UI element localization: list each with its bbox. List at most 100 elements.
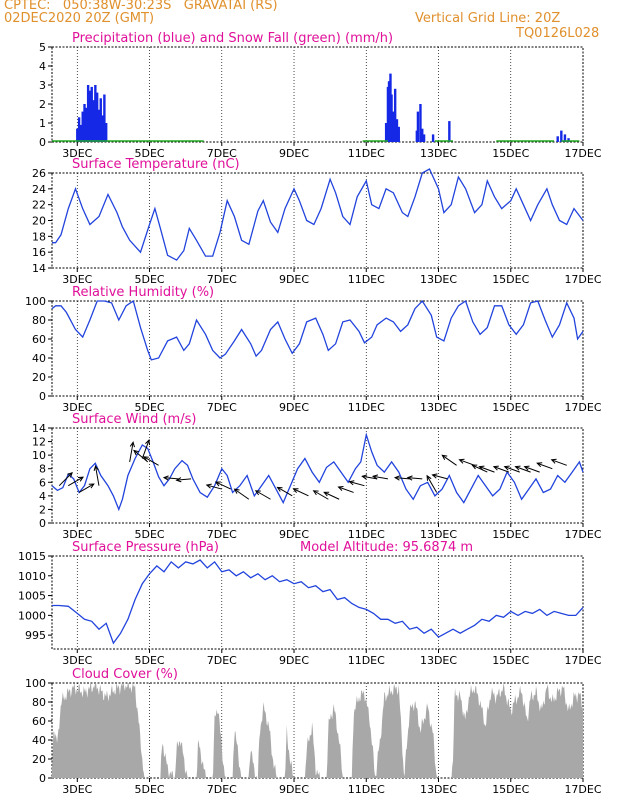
wind-arrow-head bbox=[471, 464, 478, 470]
y-tick-label: 6 bbox=[39, 476, 46, 489]
y-tick-label: 8 bbox=[39, 463, 46, 476]
precip-bar bbox=[560, 130, 563, 142]
y-tick-label: 100 bbox=[25, 295, 46, 308]
cloud-cover-area bbox=[52, 683, 583, 778]
y-tick-label: 1015 bbox=[18, 550, 46, 563]
y-tick-label: 100 bbox=[25, 677, 46, 690]
y-tick-label: 3 bbox=[39, 79, 46, 92]
wind-arrow-shaft bbox=[206, 484, 222, 490]
wind-arrow bbox=[503, 465, 520, 473]
wind-arrow-head bbox=[129, 441, 135, 448]
wind-arrow-head bbox=[88, 483, 95, 489]
x-tick-label: 3DEC bbox=[62, 401, 92, 414]
wind-arrow-head bbox=[254, 490, 261, 496]
wind-arrow-head bbox=[492, 465, 499, 471]
wind-arrow bbox=[393, 475, 410, 481]
x-tick-label: 11DEC bbox=[348, 654, 385, 667]
wind-arrow-shaft bbox=[68, 476, 84, 487]
wind-arrow-head bbox=[337, 486, 344, 491]
wind-arrow-shaft bbox=[407, 477, 423, 480]
wind-arrow bbox=[58, 471, 73, 487]
wind-arrow-head bbox=[145, 439, 150, 446]
precip-bar bbox=[387, 81, 391, 142]
y-tick-label: 18 bbox=[32, 230, 46, 243]
y-tick-label: 40 bbox=[32, 352, 46, 365]
y-tick-label: 0 bbox=[39, 136, 46, 149]
wind-arrow bbox=[276, 486, 293, 497]
x-tick-label: 7DEC bbox=[207, 273, 237, 286]
wind-arrow bbox=[361, 474, 378, 480]
wind-arrow-head bbox=[478, 465, 485, 471]
precip-bar bbox=[422, 134, 426, 142]
wind-arrow-head bbox=[77, 476, 84, 482]
pressure-series-line bbox=[52, 559, 584, 645]
wind-arrow-shaft bbox=[58, 472, 73, 487]
wind-arrow-head bbox=[550, 458, 557, 464]
precip-bar bbox=[392, 111, 395, 142]
y-tick-label: 0 bbox=[39, 772, 46, 785]
y-tick-label: 80 bbox=[32, 696, 46, 709]
y-tick-label: 60 bbox=[32, 715, 46, 728]
wind-arrow-shaft bbox=[493, 466, 510, 473]
wind-arrow bbox=[441, 454, 457, 466]
precip-bar bbox=[99, 98, 102, 142]
wind-arrow-head bbox=[503, 465, 510, 471]
panel-title-temp: Surface Temperature (nC) bbox=[72, 157, 240, 172]
panel-temp: 14 16 18 20 22 24 26 3DEC 5DEC 7DEC 9DEC 11DEC 13DEC… bbox=[32, 157, 602, 286]
x-tick-label: 17DEC bbox=[564, 401, 601, 414]
x-tick-label: 9DEC bbox=[279, 401, 309, 414]
wind-arrow-shaft bbox=[515, 466, 531, 473]
wind-arrow-head bbox=[233, 488, 240, 494]
wind-arrow-shaft bbox=[255, 490, 271, 500]
panel-pressure: 995 1000 1005 1010 1015 3DEC 5DEC 7DEC 9DEC 11DEC… bbox=[18, 540, 602, 667]
wind-arrow-shaft bbox=[323, 491, 340, 500]
wind-arrow bbox=[323, 491, 340, 500]
precip-bar bbox=[85, 107, 88, 142]
x-tick-label: 13DEC bbox=[420, 401, 457, 414]
precip-bar bbox=[79, 124, 83, 142]
wind-arrow bbox=[492, 465, 510, 473]
y-tick-label: 40 bbox=[32, 734, 46, 747]
y-tick-label: 26 bbox=[32, 167, 46, 180]
x-tick-label: 5DEC bbox=[134, 147, 164, 160]
wind-arrow-shaft bbox=[163, 477, 179, 480]
wind-arrow-shaft bbox=[129, 442, 134, 463]
precip-bar bbox=[104, 123, 108, 142]
wind-arrow bbox=[458, 458, 475, 466]
x-tick-label: 13DEC bbox=[420, 528, 457, 541]
x-tick-label: 13DEC bbox=[420, 654, 457, 667]
x-tick-label: 13DEC bbox=[420, 147, 457, 160]
y-tick-label: 24 bbox=[32, 183, 46, 196]
x-tick-label: 3DEC bbox=[62, 273, 92, 286]
wind-arrow-head bbox=[133, 449, 140, 456]
wind-arrow-shaft bbox=[293, 488, 309, 497]
y-tick-label: 1005 bbox=[18, 590, 46, 603]
precip-bar bbox=[83, 104, 86, 142]
precip-bar bbox=[94, 85, 97, 142]
wind-arrow bbox=[142, 456, 159, 466]
wind-arrow-shaft bbox=[141, 439, 150, 459]
precip-bar bbox=[77, 117, 81, 142]
x-tick-label: 15DEC bbox=[492, 147, 529, 160]
y-tick-label: 12 bbox=[32, 436, 46, 449]
panel-title-precip: Precipitation (blue) and Snow Fall (gree… bbox=[72, 31, 393, 46]
y-tick-label: 20 bbox=[32, 753, 46, 766]
x-tick-label: 11DEC bbox=[348, 147, 385, 160]
x-tick-label: 7DEC bbox=[207, 147, 237, 160]
x-tick-label: 11DEC bbox=[348, 783, 385, 796]
y-tick-label: 0 bbox=[39, 390, 46, 403]
wind-arrow-head bbox=[175, 477, 182, 483]
precip-bar bbox=[448, 121, 451, 142]
x-tick-label: 13DEC bbox=[420, 783, 457, 796]
y-tick-label: 995 bbox=[25, 629, 46, 642]
wind-arrow-head bbox=[458, 458, 465, 464]
wind-arrow bbox=[536, 462, 553, 470]
precip-bar bbox=[419, 104, 422, 142]
y-tick-label: 10 bbox=[32, 449, 46, 462]
wind-arrow-shaft bbox=[234, 488, 250, 500]
precip-bar bbox=[567, 138, 570, 142]
y-tick-label: 4 bbox=[39, 490, 46, 503]
wind-arrow-shaft bbox=[426, 475, 438, 493]
wind-arrow-head bbox=[371, 474, 379, 480]
